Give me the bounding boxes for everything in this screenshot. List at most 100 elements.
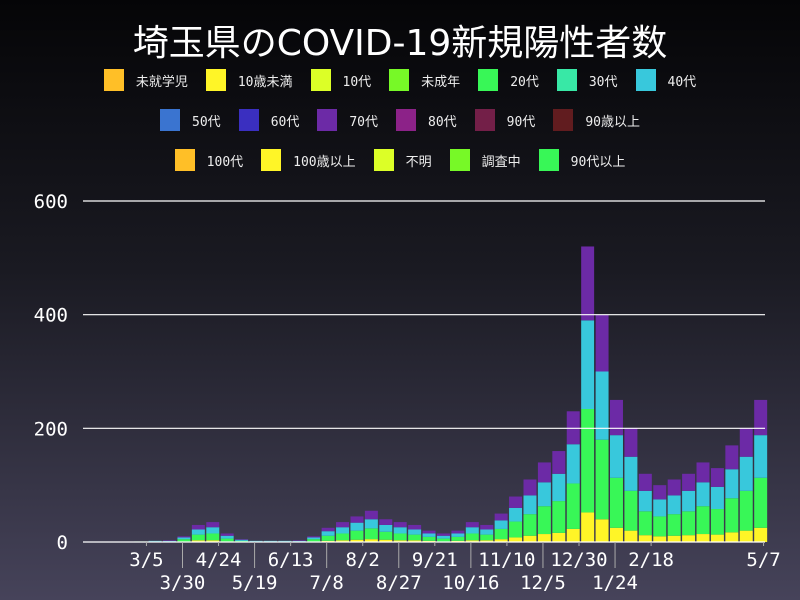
x-tick-label: 8/2 [346, 549, 380, 571]
bar-segment [754, 477, 768, 528]
bar-segment [451, 530, 465, 534]
bar-segment [653, 499, 667, 517]
bar-segment [451, 533, 465, 537]
legend-label: 60代 [270, 114, 300, 130]
bar-segment [364, 528, 378, 540]
legend-row: 未就学児 10歳未満 10代 未成年 20代 30代 40代 [0, 60, 800, 100]
chart-title: 埼玉県のCOVID-19新規陽性者数 [132, 23, 668, 64]
legend-item: 100歳以上 [261, 149, 356, 171]
legend-swatch [396, 109, 416, 131]
legend-item: 90歳以上 [553, 109, 640, 131]
x-tick-label: 5/7 [746, 549, 780, 571]
bar-segment [220, 535, 234, 539]
bar-segment [206, 533, 220, 541]
bar-segment [537, 462, 551, 483]
bar-segment [393, 522, 407, 528]
legend-item: 未就学児 [103, 69, 188, 91]
bar-segment [336, 522, 350, 528]
bar-segment [235, 539, 249, 540]
x-tick-label: 7/8 [310, 572, 344, 594]
bar-segment [494, 513, 508, 521]
bar-segment [220, 533, 234, 536]
x-tick-label: 5/19 [232, 572, 278, 594]
bar-segment [552, 501, 566, 533]
legend-label: 70代 [349, 114, 378, 130]
bar-segment [638, 535, 652, 542]
bar-segment [624, 490, 638, 531]
legend-item: 調査中 [449, 149, 521, 171]
legend-swatch [261, 149, 282, 171]
bar-segment [480, 540, 494, 542]
bar-segment [220, 538, 234, 542]
legend-item: 80代 [396, 109, 457, 131]
bar-segment [552, 451, 566, 474]
bar-segment [393, 533, 407, 541]
bar-segment [710, 534, 724, 542]
bar-segment [710, 468, 724, 487]
y-tick-label: 600 [34, 191, 68, 213]
bar-segment [148, 540, 162, 542]
legend-label: 未成年 [421, 74, 461, 90]
bar-segment [552, 473, 566, 502]
bar-segment [537, 506, 551, 535]
bar-segment [379, 531, 393, 540]
bar-segment [610, 477, 623, 528]
bar-segment [249, 540, 263, 542]
bar-segment [379, 524, 393, 532]
bar-segment [667, 495, 681, 515]
bar-segment [667, 535, 681, 542]
bar-segment [509, 537, 523, 542]
legend-swatch [310, 69, 331, 91]
x-tick-label: 1/24 [592, 572, 638, 594]
legend-item: 20代 [478, 69, 539, 91]
bar-segment [610, 527, 623, 542]
legend-item: 30代 [556, 69, 618, 91]
bar-segment [263, 540, 277, 542]
bar-segment [624, 530, 638, 542]
bar-segment [710, 486, 724, 510]
bar-segment [696, 482, 710, 507]
bar-segment [624, 456, 638, 491]
bar-segment [537, 482, 551, 507]
bar-segment [379, 539, 393, 542]
bar-segment [465, 540, 479, 542]
legend-label: 50代 [192, 114, 221, 130]
bar-segment [754, 527, 768, 542]
bar-segment [364, 510, 378, 520]
bar-segment [509, 496, 523, 508]
bar-segment [624, 428, 638, 457]
bar-segment [336, 533, 350, 541]
legend-item: 未成年 [389, 69, 460, 91]
bar-segment [465, 533, 479, 541]
legend-item: 60代 [238, 109, 300, 131]
x-tick-label: 11/10 [478, 549, 535, 571]
bar-segment [422, 533, 436, 537]
legend-item: 不明 [373, 149, 432, 171]
legend-swatch [103, 69, 124, 91]
bar-segment [523, 535, 537, 542]
bar-segment [350, 530, 364, 540]
bar-segment [682, 535, 696, 542]
legend-swatch [174, 149, 195, 171]
bar-segment [523, 495, 537, 515]
bar-segment [177, 537, 191, 540]
bar-segment [725, 498, 739, 533]
bar-segment [436, 535, 450, 539]
legend-swatch [205, 69, 226, 91]
bar-segment [364, 539, 378, 542]
bar-segment [480, 529, 494, 535]
bar-segment [422, 530, 436, 534]
legend-swatch [317, 109, 338, 131]
bar-segment [393, 527, 407, 534]
bar-segment [206, 527, 220, 534]
legend-row: 100代 100歳以上 不明 調査中 90代以上 [0, 140, 800, 180]
legend-swatch [449, 149, 470, 171]
bar-segment [638, 473, 652, 491]
y-tick-label: 400 [34, 305, 68, 327]
bar-segment [465, 522, 479, 528]
bar-segment [509, 521, 523, 538]
legend-label: 調査中 [481, 154, 521, 170]
legend-swatch [635, 69, 656, 91]
bar-segment [451, 536, 465, 541]
bar-segment [379, 519, 393, 525]
